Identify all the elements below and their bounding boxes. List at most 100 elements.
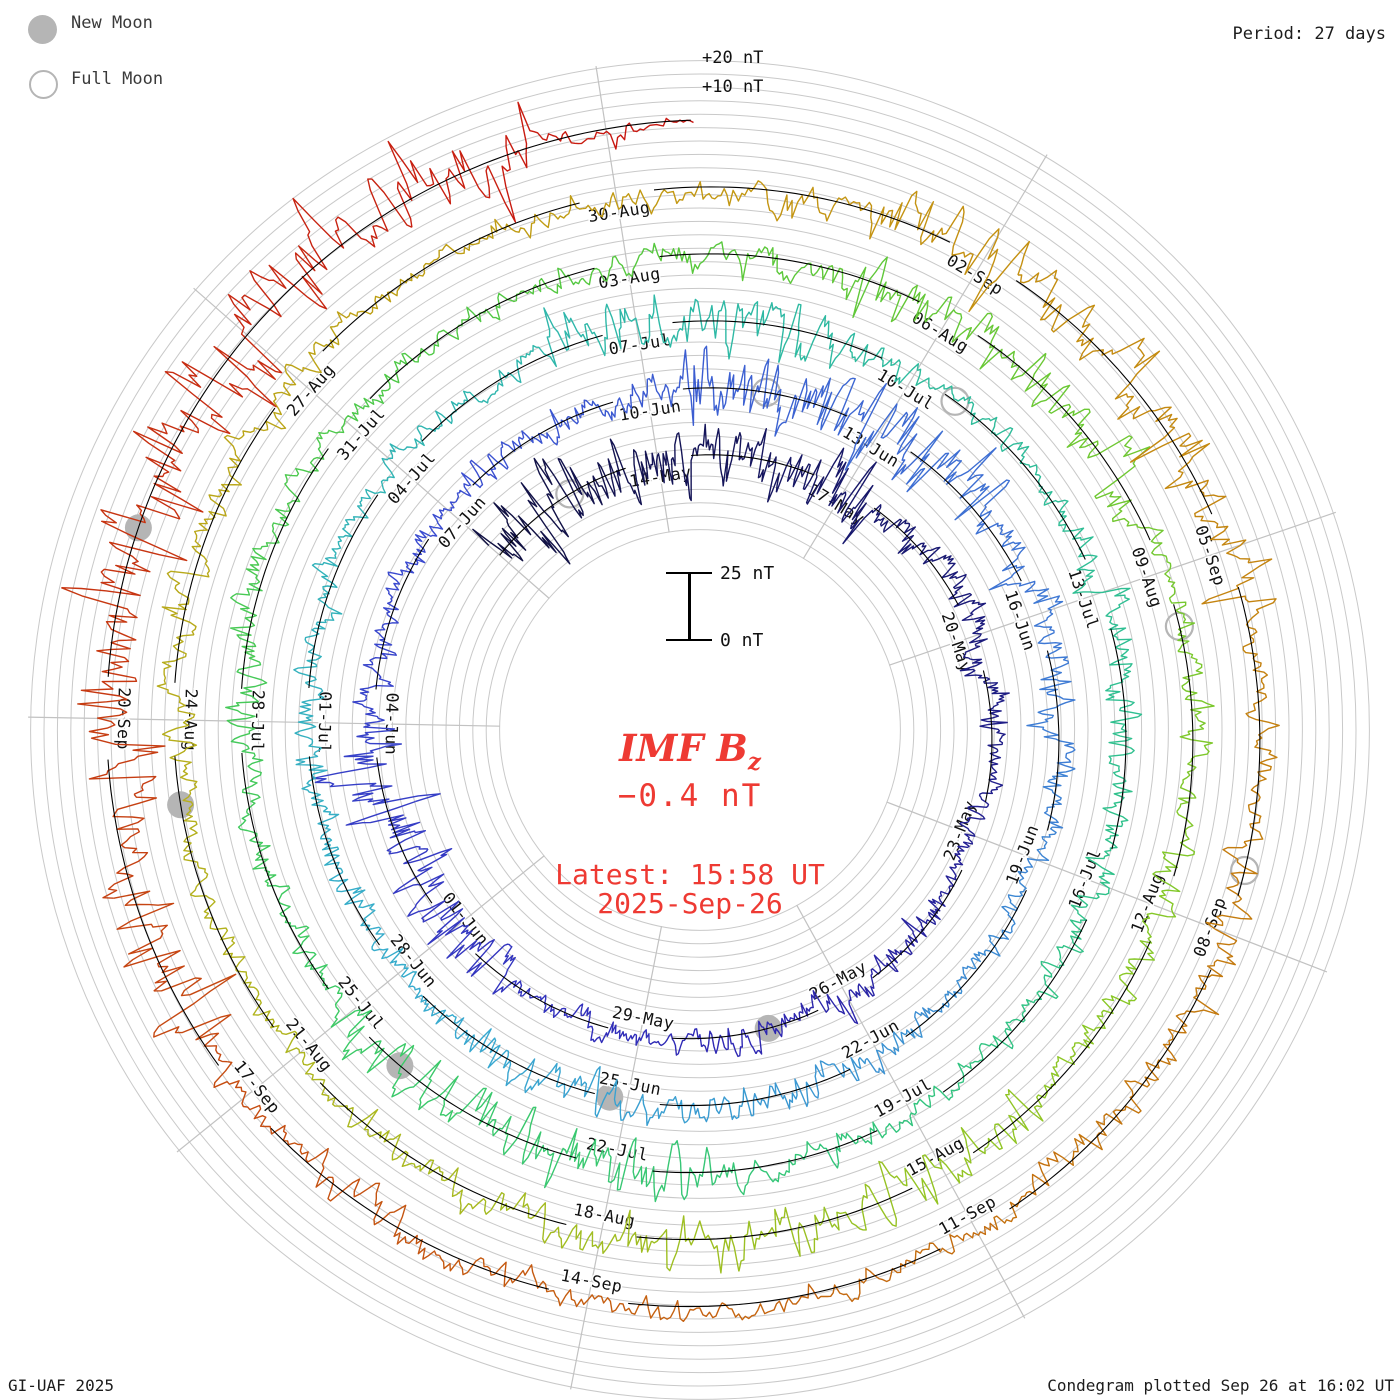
bz-trace-segment: [421, 900, 473, 959]
bz-trace-segment: [359, 646, 397, 702]
bz-trace-segment: [755, 1012, 801, 1055]
grid-spoke: [570, 926, 663, 1390]
bz-trace-segment: [328, 871, 376, 931]
bz-trace-segment: [561, 1209, 653, 1254]
bz-trace-segment: [343, 700, 402, 758]
ring-date-label: 20-Sep: [114, 687, 134, 750]
ring-date-label: 07-Jun: [434, 492, 489, 552]
bz-trace-segment: [284, 437, 325, 512]
bz-trace-segment: [954, 479, 1014, 538]
ring-date-label: 05-Sep: [1191, 523, 1229, 588]
grid-circle: [418, 448, 982, 1012]
bz-trace-segment: [959, 657, 1010, 702]
bz-trace-segment: [454, 939, 516, 995]
bz-trace-segment: [593, 1021, 650, 1046]
bz-trace-segment: [1108, 716, 1139, 788]
bz-trace-segment: [978, 750, 1004, 799]
ring-date-label: 19-Jul: [871, 1074, 935, 1121]
grid-circle: [271, 301, 1129, 1159]
bz-trace-segment: [414, 399, 465, 448]
bz-trace-segment: [648, 294, 720, 348]
bz-trace-segment: [385, 542, 426, 593]
ring-date-label: 27-Aug: [283, 360, 338, 420]
grid-spoke: [796, 904, 1026, 1319]
bz-trace-segment: [693, 423, 742, 487]
bz-trace-segment: [133, 409, 204, 520]
scale-bar-top-label: 25 nT: [720, 563, 775, 584]
bz-trace-segment: [959, 797, 990, 845]
bz-trace-segment: [701, 1027, 757, 1058]
plot-title: IMF Bz: [619, 726, 761, 776]
bz-trace-segment: [519, 307, 584, 368]
bz-trace-segment: [521, 1128, 604, 1189]
bz-trace-segment: [649, 432, 695, 502]
bz-trace-segment: [285, 1032, 343, 1107]
bz-trace-segment: [988, 535, 1036, 593]
bz-trace-segment: [563, 1066, 624, 1121]
bz-trace-segment: [1040, 919, 1084, 985]
bz-trace-segment: [582, 189, 671, 218]
bz-trace-segment: [775, 447, 845, 505]
latest-value: −0.4 nT: [617, 778, 763, 814]
credit-right: Condegram plotted Sep 26 at 16:02 UT: [1047, 1376, 1394, 1395]
bz-trace-segment: [950, 1035, 1004, 1097]
bz-trace-segment: [842, 504, 911, 545]
bz-trace-segment: [223, 391, 291, 468]
grid-circle: [43, 73, 1357, 1387]
latest-date-label: 2025-Sep-26: [597, 887, 783, 920]
bz-trace-segment: [941, 557, 980, 608]
ring-date-label: 16-Jun: [1001, 588, 1039, 653]
bz-trace-segment: [1070, 855, 1115, 923]
bz-trace-segment: [387, 140, 506, 228]
bz-trace-segment: [345, 800, 429, 855]
grid-spoke: [28, 716, 501, 727]
bz-trace-segment: [1128, 890, 1177, 970]
grid-spoke: [193, 287, 550, 599]
bz-trace-segment: [885, 1085, 954, 1133]
bz-trace-segment: [979, 699, 1008, 752]
grid-circle: [432, 462, 968, 998]
bz-trace-segment: [915, 889, 951, 931]
bz-trace-segment: [371, 926, 417, 978]
bz-trace-segment: [472, 502, 550, 562]
bz-trace-segment: [591, 383, 648, 421]
bz-trace-segment: [1042, 768, 1076, 829]
bz-trace-segment: [1201, 558, 1277, 659]
bz-trace-segment: [1245, 657, 1280, 752]
bz-trace-segment: [747, 1141, 817, 1184]
grid-circle: [257, 287, 1143, 1173]
ring-date-label: 28-Jul: [248, 690, 268, 753]
grid-spoke: [802, 154, 1048, 560]
bz-trace-segment: [622, 1093, 690, 1126]
ring-date-label: 31-Jul: [333, 404, 388, 464]
bz-trace-segment: [1177, 650, 1215, 733]
bz-trace-segment: [657, 241, 738, 274]
zero-nT-baseline: [107, 119, 1261, 1308]
bz-trace-segment: [1243, 750, 1278, 843]
bz-trace-segment: [77, 698, 166, 795]
bz-trace-segment: [1079, 337, 1161, 420]
scale-bar-bottom-label: 0 nT: [720, 630, 764, 651]
bz-trace-segment: [1036, 1032, 1094, 1108]
bz-trace-segment: [331, 492, 372, 554]
bz-trace-segment: [762, 358, 825, 437]
bz-trace-segment: [1061, 1095, 1142, 1166]
bz-trace-segment: [819, 1160, 897, 1231]
bz-trace-segment: [817, 1259, 907, 1303]
grid-circle: [56, 86, 1344, 1374]
bz-trace-segment: [292, 178, 413, 271]
bz-trace-segment: [245, 508, 290, 585]
bz-trace-segment: [1205, 841, 1258, 930]
grid-circle: [244, 274, 1156, 1186]
bz-trace-segment: [1082, 966, 1137, 1034]
grid-spoke: [595, 66, 670, 533]
bz-trace-segment: [436, 292, 508, 340]
bz-trace-segment: [602, 1137, 675, 1203]
full-moon-marker: [555, 479, 585, 509]
bz-trace-segment: [494, 195, 583, 239]
bz-trace-segment: [237, 811, 277, 887]
bz-trace-segment: [703, 345, 767, 416]
ring-date-label: 04-Jun: [382, 692, 402, 755]
bz-trace-segment: [607, 438, 652, 506]
